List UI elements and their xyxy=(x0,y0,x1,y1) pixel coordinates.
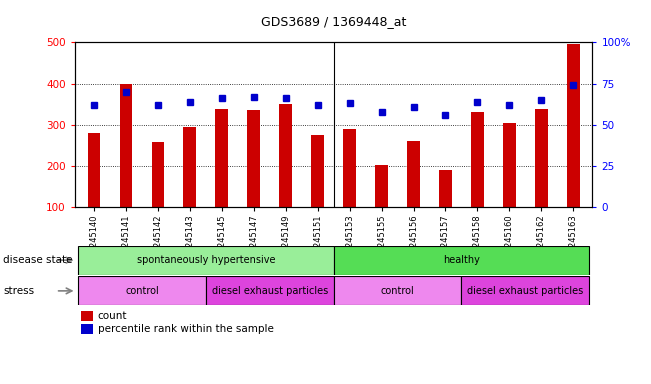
Text: count: count xyxy=(98,311,127,321)
Bar xyxy=(503,123,516,249)
Text: disease state: disease state xyxy=(3,255,73,265)
Bar xyxy=(152,142,164,249)
Bar xyxy=(311,135,324,249)
FancyBboxPatch shape xyxy=(78,246,334,275)
FancyBboxPatch shape xyxy=(78,276,206,305)
Text: diesel exhaust particles: diesel exhaust particles xyxy=(212,286,328,296)
Text: GDS3689 / 1369448_at: GDS3689 / 1369448_at xyxy=(261,15,406,28)
FancyBboxPatch shape xyxy=(206,276,334,305)
Bar xyxy=(120,84,132,249)
Text: control: control xyxy=(381,286,415,296)
Bar xyxy=(184,127,196,249)
Text: control: control xyxy=(125,286,159,296)
Bar xyxy=(81,324,93,334)
Bar xyxy=(535,109,547,249)
Bar xyxy=(375,165,388,249)
Text: healthy: healthy xyxy=(443,255,480,265)
Bar xyxy=(567,44,579,249)
Bar xyxy=(247,110,260,249)
Bar xyxy=(471,113,484,249)
FancyBboxPatch shape xyxy=(334,276,462,305)
Bar xyxy=(343,129,356,249)
Text: diesel exhaust particles: diesel exhaust particles xyxy=(467,286,583,296)
Bar xyxy=(279,104,292,249)
Bar xyxy=(88,133,100,249)
Text: percentile rank within the sample: percentile rank within the sample xyxy=(98,324,273,334)
Bar xyxy=(407,141,420,249)
Bar xyxy=(81,311,93,321)
Text: stress: stress xyxy=(3,286,35,296)
FancyBboxPatch shape xyxy=(462,276,589,305)
Bar xyxy=(439,170,452,249)
FancyBboxPatch shape xyxy=(334,246,589,275)
Bar xyxy=(215,109,229,249)
Text: spontaneously hypertensive: spontaneously hypertensive xyxy=(137,255,275,265)
